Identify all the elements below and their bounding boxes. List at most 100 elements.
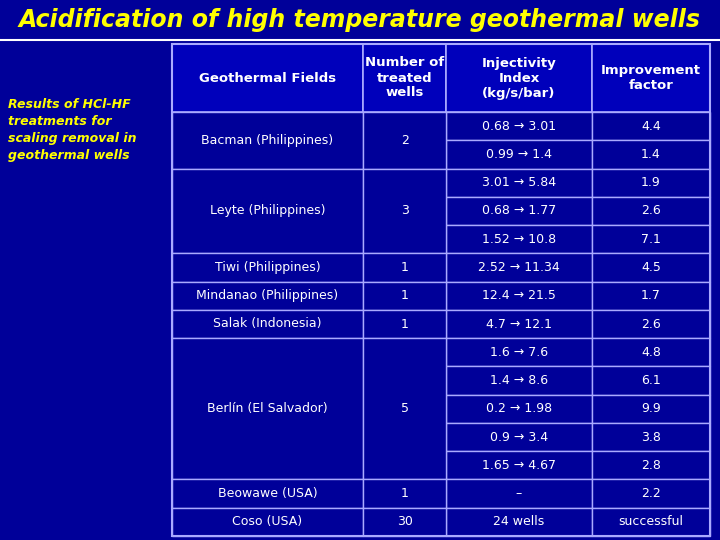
Text: 1.4 → 8.6: 1.4 → 8.6 bbox=[490, 374, 548, 387]
Text: 4.8: 4.8 bbox=[641, 346, 661, 359]
Text: 2.6: 2.6 bbox=[641, 318, 661, 330]
Text: 0.68 → 1.77: 0.68 → 1.77 bbox=[482, 205, 556, 218]
FancyBboxPatch shape bbox=[172, 508, 363, 536]
FancyBboxPatch shape bbox=[363, 338, 446, 480]
FancyBboxPatch shape bbox=[363, 281, 446, 310]
Text: 9.9: 9.9 bbox=[641, 402, 661, 415]
FancyBboxPatch shape bbox=[363, 44, 446, 112]
Text: 0.99 → 1.4: 0.99 → 1.4 bbox=[486, 148, 552, 161]
Text: 2: 2 bbox=[401, 134, 409, 147]
Text: 1.7: 1.7 bbox=[641, 289, 661, 302]
FancyBboxPatch shape bbox=[446, 423, 592, 451]
Text: Geothermal Fields: Geothermal Fields bbox=[199, 71, 336, 84]
Text: Salak (Indonesia): Salak (Indonesia) bbox=[213, 318, 322, 330]
Text: 0.9 → 3.4: 0.9 → 3.4 bbox=[490, 430, 548, 443]
FancyBboxPatch shape bbox=[592, 168, 710, 197]
Text: 2.8: 2.8 bbox=[641, 459, 661, 472]
FancyBboxPatch shape bbox=[172, 168, 363, 253]
FancyBboxPatch shape bbox=[363, 480, 446, 508]
FancyBboxPatch shape bbox=[592, 451, 710, 480]
FancyBboxPatch shape bbox=[592, 310, 710, 338]
FancyBboxPatch shape bbox=[363, 310, 446, 338]
FancyBboxPatch shape bbox=[446, 253, 592, 281]
Text: Injectivity
Index
(kg/s/bar): Injectivity Index (kg/s/bar) bbox=[482, 57, 557, 99]
FancyBboxPatch shape bbox=[592, 112, 710, 140]
FancyBboxPatch shape bbox=[446, 44, 592, 112]
FancyBboxPatch shape bbox=[446, 140, 592, 168]
FancyBboxPatch shape bbox=[592, 253, 710, 281]
FancyBboxPatch shape bbox=[446, 480, 592, 508]
Text: 1: 1 bbox=[401, 261, 409, 274]
FancyBboxPatch shape bbox=[446, 168, 592, 197]
Text: 1.6 → 7.6: 1.6 → 7.6 bbox=[490, 346, 548, 359]
FancyBboxPatch shape bbox=[592, 281, 710, 310]
FancyBboxPatch shape bbox=[592, 367, 710, 395]
Text: 1.65 → 4.67: 1.65 → 4.67 bbox=[482, 459, 556, 472]
Text: 2.6: 2.6 bbox=[641, 205, 661, 218]
Text: Bacman (Philippines): Bacman (Philippines) bbox=[202, 134, 333, 147]
FancyBboxPatch shape bbox=[446, 508, 592, 536]
Text: Improvement
factor: Improvement factor bbox=[600, 64, 701, 92]
FancyBboxPatch shape bbox=[592, 395, 710, 423]
Text: 0.2 → 1.98: 0.2 → 1.98 bbox=[486, 402, 552, 415]
Text: successful: successful bbox=[618, 515, 683, 528]
Text: 0.68 → 3.01: 0.68 → 3.01 bbox=[482, 120, 556, 133]
FancyBboxPatch shape bbox=[172, 44, 363, 112]
FancyBboxPatch shape bbox=[446, 197, 592, 225]
Text: Acidification of high temperature geothermal wells: Acidification of high temperature geothe… bbox=[19, 8, 701, 32]
FancyBboxPatch shape bbox=[446, 367, 592, 395]
FancyBboxPatch shape bbox=[592, 140, 710, 168]
FancyBboxPatch shape bbox=[172, 112, 363, 168]
Text: 3.8: 3.8 bbox=[641, 430, 661, 443]
FancyBboxPatch shape bbox=[592, 44, 710, 112]
Text: 1.52 → 10.8: 1.52 → 10.8 bbox=[482, 233, 556, 246]
Text: Coso (USA): Coso (USA) bbox=[233, 515, 302, 528]
Text: 2.2: 2.2 bbox=[641, 487, 661, 500]
Text: 5: 5 bbox=[401, 402, 409, 415]
FancyBboxPatch shape bbox=[172, 253, 363, 281]
Text: 1: 1 bbox=[401, 487, 409, 500]
Text: 3: 3 bbox=[401, 205, 409, 218]
FancyBboxPatch shape bbox=[446, 395, 592, 423]
Text: Mindanao (Philippines): Mindanao (Philippines) bbox=[197, 289, 338, 302]
FancyBboxPatch shape bbox=[363, 253, 446, 281]
Text: Berlín (El Salvador): Berlín (El Salvador) bbox=[207, 402, 328, 415]
Text: 7.1: 7.1 bbox=[641, 233, 661, 246]
Text: Number of
treated
wells: Number of treated wells bbox=[365, 57, 444, 99]
FancyBboxPatch shape bbox=[446, 310, 592, 338]
FancyBboxPatch shape bbox=[592, 225, 710, 253]
Text: 3.01 → 5.84: 3.01 → 5.84 bbox=[482, 176, 556, 189]
Text: 4.7 → 12.1: 4.7 → 12.1 bbox=[486, 318, 552, 330]
Text: 4.5: 4.5 bbox=[641, 261, 661, 274]
FancyBboxPatch shape bbox=[592, 338, 710, 367]
Text: 24 wells: 24 wells bbox=[493, 515, 544, 528]
FancyBboxPatch shape bbox=[592, 197, 710, 225]
FancyBboxPatch shape bbox=[592, 480, 710, 508]
FancyBboxPatch shape bbox=[592, 508, 710, 536]
FancyBboxPatch shape bbox=[446, 281, 592, 310]
FancyBboxPatch shape bbox=[172, 281, 363, 310]
FancyBboxPatch shape bbox=[172, 338, 363, 480]
FancyBboxPatch shape bbox=[446, 112, 592, 140]
Text: Beowawe (USA): Beowawe (USA) bbox=[217, 487, 318, 500]
FancyBboxPatch shape bbox=[363, 168, 446, 253]
FancyBboxPatch shape bbox=[363, 508, 446, 536]
FancyBboxPatch shape bbox=[363, 112, 446, 168]
FancyBboxPatch shape bbox=[446, 451, 592, 480]
FancyBboxPatch shape bbox=[446, 338, 592, 367]
Text: 1.9: 1.9 bbox=[641, 176, 661, 189]
FancyBboxPatch shape bbox=[446, 225, 592, 253]
Text: 1: 1 bbox=[401, 318, 409, 330]
Text: 4.4: 4.4 bbox=[641, 120, 661, 133]
FancyBboxPatch shape bbox=[592, 423, 710, 451]
Text: 30: 30 bbox=[397, 515, 413, 528]
Text: 1: 1 bbox=[401, 289, 409, 302]
Text: Leyte (Philippines): Leyte (Philippines) bbox=[210, 205, 325, 218]
Text: 1.4: 1.4 bbox=[641, 148, 661, 161]
FancyBboxPatch shape bbox=[172, 480, 363, 508]
Text: Results of HCl-HF
treatments for
scaling removal in
geothermal wells: Results of HCl-HF treatments for scaling… bbox=[8, 98, 137, 162]
FancyBboxPatch shape bbox=[172, 310, 363, 338]
Text: 6.1: 6.1 bbox=[641, 374, 661, 387]
Text: –: – bbox=[516, 487, 522, 500]
Text: 12.4 → 21.5: 12.4 → 21.5 bbox=[482, 289, 556, 302]
